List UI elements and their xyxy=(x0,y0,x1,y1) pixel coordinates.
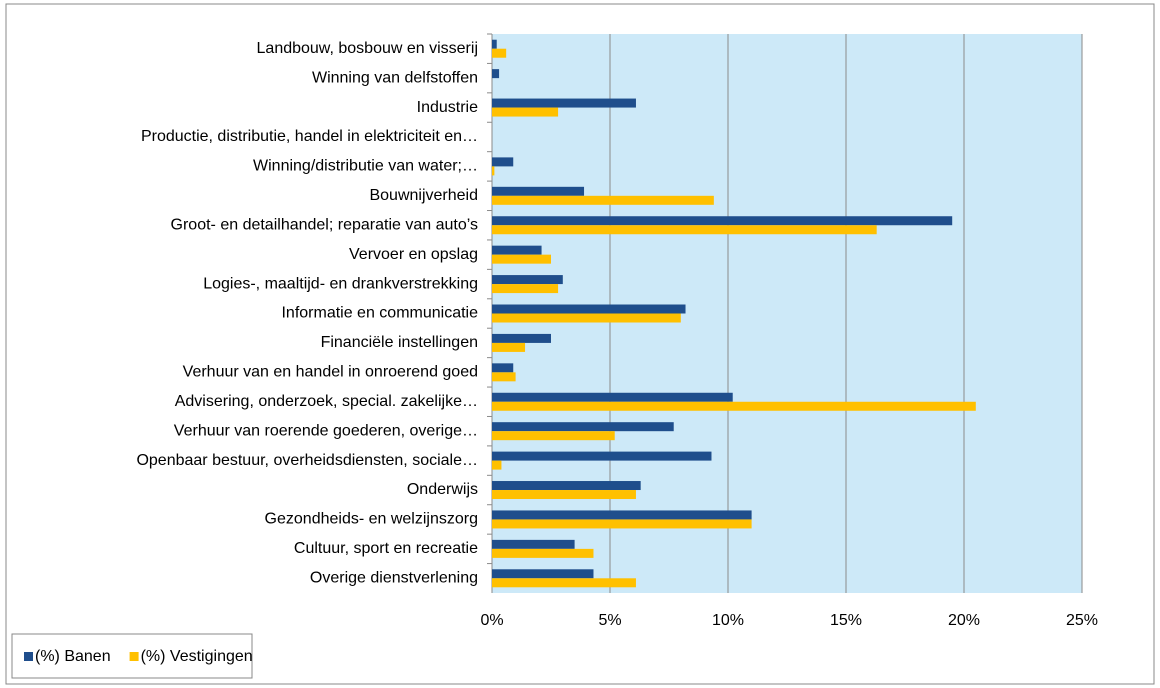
x-tick-label: 15% xyxy=(830,612,862,629)
bar xyxy=(492,195,714,205)
bar xyxy=(492,245,542,255)
y-tick-label: Onderwijs xyxy=(407,481,478,498)
x-tick-label: 20% xyxy=(948,612,980,629)
bar xyxy=(492,569,594,579)
y-tick-label: Groot- en detailhandel; reparatie van au… xyxy=(171,216,478,233)
y-tick-label: Productie, distributie, handel in elektr… xyxy=(141,128,478,145)
bar xyxy=(492,481,641,491)
bar xyxy=(492,254,551,264)
bar xyxy=(492,372,516,382)
legend-label: (%) Banen xyxy=(35,648,111,665)
x-tick-label: 10% xyxy=(712,612,744,629)
bar xyxy=(492,313,681,323)
y-tick-label: Gezondheids- en welzijnszorg xyxy=(265,511,478,528)
bar xyxy=(492,39,497,49)
bar xyxy=(492,333,551,343)
legend-swatch xyxy=(24,652,33,661)
bar xyxy=(492,401,976,411)
legend-label: (%) Vestigingen xyxy=(141,648,253,665)
bar xyxy=(492,186,585,196)
bar xyxy=(492,216,953,226)
legend: (%) Banen (%) Vestigingen xyxy=(11,633,253,679)
bar xyxy=(492,363,514,373)
bar xyxy=(492,157,514,167)
y-tick-label: Logies-, maaltijd- en drankverstrekking xyxy=(203,275,478,292)
y-tick-label: Advisering, onderzoek, special. zakelijk… xyxy=(175,393,478,410)
y-tick-label: Bouwnijverheid xyxy=(369,187,478,204)
bar xyxy=(492,422,674,432)
bar xyxy=(492,166,495,176)
bar xyxy=(492,392,733,402)
y-tick-label: Openbaar bestuur, overheidsdiensten, soc… xyxy=(136,452,478,469)
x-tick-label: 5% xyxy=(598,612,621,629)
bar xyxy=(492,578,636,588)
y-tick-label: Winning/distributie van water;… xyxy=(253,158,478,175)
y-tick-label: Vervoer en opslag xyxy=(349,246,478,263)
bar xyxy=(492,548,594,558)
bar xyxy=(492,342,526,352)
bar xyxy=(492,490,636,500)
bar xyxy=(492,451,712,461)
bar xyxy=(492,98,636,108)
y-tick-label: Verhuur van roerende goederen, overige… xyxy=(174,422,478,439)
legend-swatch xyxy=(129,652,139,661)
bar xyxy=(492,69,500,79)
bar xyxy=(492,304,686,314)
y-tick-label: Winning van delfstoffen xyxy=(312,69,478,86)
bar xyxy=(492,510,752,520)
bar xyxy=(492,275,563,285)
bar xyxy=(492,284,559,294)
bar xyxy=(492,225,877,235)
y-tick-label: Verhuur van en handel in onroerend goed xyxy=(183,364,478,381)
bar xyxy=(492,519,752,529)
bar xyxy=(492,107,559,117)
y-tick-label: Informatie en communicatie xyxy=(281,305,478,322)
bar xyxy=(492,48,507,58)
y-tick-label: Overige dienstverlening xyxy=(310,570,478,587)
y-tick-label: Cultuur, sport en recreatie xyxy=(294,540,478,557)
x-tick-label: 0% xyxy=(480,612,503,629)
y-tick-label: Landbouw, bosbouw en visserij xyxy=(257,40,478,57)
x-tick-label: 25% xyxy=(1066,612,1098,629)
bar xyxy=(492,539,575,549)
y-tick-label: Financiële instellingen xyxy=(321,334,478,351)
bar xyxy=(492,460,502,470)
bar xyxy=(492,431,615,441)
y-tick-label: Industrie xyxy=(417,99,478,116)
